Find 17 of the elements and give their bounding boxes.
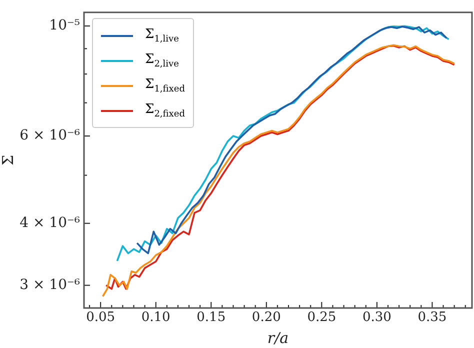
y-axis-title: Σ [0,154,17,166]
legend-label: Σ$_{1,live}$ [145,27,179,45]
legend-label: Σ$_{1,fixed}$ [145,77,185,95]
legend-label: Σ$_{2,fixed}$ [145,102,185,120]
y-tick-label: 3 × 10⁻⁶ [20,276,80,293]
x-tick-label: 0.20 [252,310,281,326]
x-tick-label: 0.05 [86,310,116,326]
x-tick-label: 0.15 [196,310,226,326]
x-tick-label: 0.35 [418,310,447,326]
x-tick-label: 0.25 [307,310,336,326]
x-tick-label: 0.30 [362,310,392,326]
x-axis-title: r/a [267,328,289,347]
y-tick-label: 10⁻⁵ [49,18,80,34]
y-tick-label: 6 × 10⁻⁶ [20,128,80,144]
legend-label: Σ$_{2,live}$ [145,52,179,70]
x-tick-label: 0.10 [141,310,170,326]
y-tick-label: 4 × 10⁻⁶ [20,214,80,231]
